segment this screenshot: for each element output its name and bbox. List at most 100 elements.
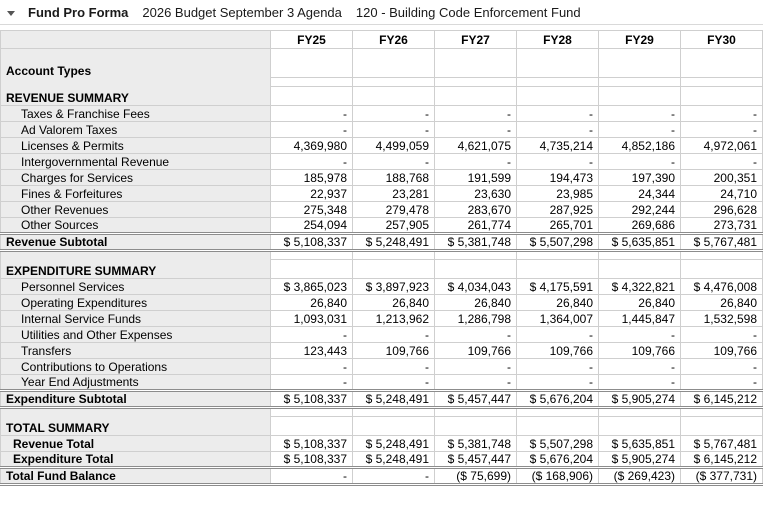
value-cell: 123,443 <box>270 342 353 359</box>
value-cell <box>352 48 435 78</box>
value-cell: - <box>352 153 435 170</box>
table-row: Other Revenues 275,348 279,478 283,670 287,9… <box>0 201 763 218</box>
value-cell: 109,766 <box>680 342 763 359</box>
table-row: Year End Adjustments - - - - - - <box>0 374 763 391</box>
value-cell <box>516 407 599 417</box>
row-label-cell: Revenue Subtotal <box>0 232 271 252</box>
chevron-down-icon[interactable] <box>7 10 15 16</box>
value-cell: $ 5,381,748 <box>434 232 517 252</box>
value-cell: $ 5,248,491 <box>352 435 435 452</box>
value-cell: 26,840 <box>516 294 599 311</box>
value-cell: 185,978 <box>270 169 353 186</box>
value-cell: 200,351 <box>680 169 763 186</box>
value-cell <box>270 407 353 417</box>
value-cell: ($ 168,906) <box>516 466 599 486</box>
value-cell: - <box>598 326 681 343</box>
value-cell: 188,768 <box>352 169 435 186</box>
value-cell <box>270 250 353 260</box>
value-cell <box>516 416 599 436</box>
value-cell: $ 5,905,274 <box>598 389 681 409</box>
value-cell: $ 5,248,491 <box>352 389 435 409</box>
value-cell: $ 5,108,337 <box>270 389 353 409</box>
value-cell: 1,093,031 <box>270 310 353 327</box>
row-label-cell: Taxes & Franchise Fees <box>0 105 271 122</box>
table-row: Revenue Total $ 5,108,337 $ 5,248,491 $ 5,3… <box>0 435 763 452</box>
value-cell: $ 3,865,023 <box>270 278 353 295</box>
value-cell: - <box>434 121 517 138</box>
table-row: Other Sources 254,094 257,905 261,774 265,70… <box>0 217 763 234</box>
value-cell <box>434 259 517 279</box>
value-cell: $ 5,507,298 <box>516 232 599 252</box>
row-label-cell <box>0 407 271 417</box>
value-cell: ($ 269,423) <box>598 466 681 486</box>
value-cell: - <box>516 105 599 122</box>
value-cell: $ 5,381,748 <box>434 435 517 452</box>
column-header-row: FY25 FY26 FY27 FY28 FY29 FY30 <box>0 30 763 49</box>
table-row: Expenditure Subtotal $ 5,108,337 $ 5,248,4… <box>0 389 763 409</box>
row-label-cell: REVENUE SUMMARY <box>0 86 271 106</box>
value-cell: $ 5,676,204 <box>516 451 599 468</box>
table-row <box>0 407 763 417</box>
row-label-cell <box>0 250 271 260</box>
row-label-cell: Contributions to Operations <box>0 358 271 375</box>
value-cell: 275,348 <box>270 201 353 218</box>
value-cell <box>516 77 599 87</box>
table-row: Licenses & Permits 4,369,980 4,499,059 4,62… <box>0 137 763 154</box>
table-row: Utilities and Other Expenses - - - - - - <box>0 326 763 343</box>
value-cell: $ 5,248,491 <box>352 451 435 468</box>
value-cell: 194,473 <box>516 169 599 186</box>
table-row: Fines & Forfeitures 22,937 23,281 23,630 23,… <box>0 185 763 202</box>
value-cell <box>680 77 763 87</box>
value-cell: $ 6,145,212 <box>680 451 763 468</box>
table-row: Ad Valorem Taxes - - - - - - <box>0 121 763 138</box>
value-cell <box>598 77 681 87</box>
value-cell: 287,925 <box>516 201 599 218</box>
value-cell: $ 5,767,481 <box>680 232 763 252</box>
value-cell <box>434 250 517 260</box>
value-cell: - <box>680 121 763 138</box>
value-cell: - <box>434 374 517 391</box>
report-title: Fund Pro Forma <box>28 4 129 20</box>
value-cell <box>434 416 517 436</box>
value-cell: 279,478 <box>352 201 435 218</box>
value-cell: 257,905 <box>352 217 435 234</box>
value-cell <box>352 86 435 106</box>
title-bar: Fund Pro Forma 2026 Budget September 3 A… <box>0 0 763 25</box>
value-cell: 4,369,980 <box>270 137 353 154</box>
row-label-cell: Utilities and Other Expenses <box>0 326 271 343</box>
table-row: Expenditure Total $ 5,108,337 $ 5,248,491 $… <box>0 451 763 468</box>
table-row: EXPENDITURE SUMMARY <box>0 259 763 279</box>
table-row: Intergovernmental Revenue - - - - - - <box>0 153 763 170</box>
value-cell <box>352 77 435 87</box>
column-header-fy29: FY29 <box>598 30 681 49</box>
value-cell <box>434 77 517 87</box>
value-cell: 1,445,847 <box>598 310 681 327</box>
value-cell: 4,499,059 <box>352 137 435 154</box>
table-row: REVENUE SUMMARY <box>0 86 763 106</box>
value-cell: - <box>598 374 681 391</box>
value-cell: $ 3,897,923 <box>352 278 435 295</box>
value-cell: 254,094 <box>270 217 353 234</box>
row-label-cell: Licenses & Permits <box>0 137 271 154</box>
value-cell: - <box>352 326 435 343</box>
value-cell: - <box>598 121 681 138</box>
value-cell: 109,766 <box>352 342 435 359</box>
value-cell <box>680 48 763 78</box>
value-cell: - <box>270 374 353 391</box>
value-cell: 109,766 <box>516 342 599 359</box>
value-cell <box>598 259 681 279</box>
value-cell: - <box>270 153 353 170</box>
value-cell: - <box>270 121 353 138</box>
value-cell <box>270 77 353 87</box>
value-cell: $ 4,322,821 <box>598 278 681 295</box>
value-cell: 1,364,007 <box>516 310 599 327</box>
value-cell <box>270 259 353 279</box>
column-header-fy26: FY26 <box>352 30 435 49</box>
row-label-cell: Revenue Total <box>0 435 271 452</box>
column-header-fy30: FY30 <box>680 30 763 49</box>
row-label-cell: Charges for Services <box>0 169 271 186</box>
value-cell: - <box>516 153 599 170</box>
value-cell: 24,344 <box>598 185 681 202</box>
value-cell: - <box>352 374 435 391</box>
value-cell <box>516 86 599 106</box>
